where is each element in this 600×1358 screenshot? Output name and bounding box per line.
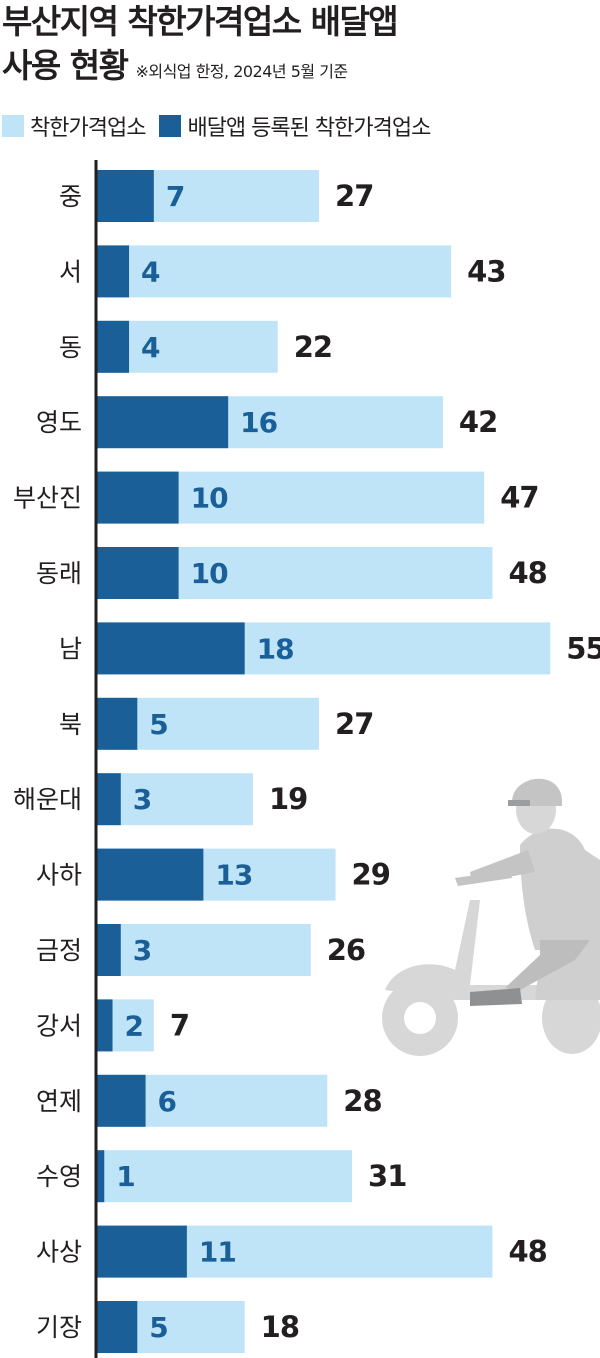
data-label-total: 22 — [294, 330, 332, 364]
category-label: 남 — [59, 634, 82, 663]
bar-registered — [96, 999, 113, 1052]
bar-registered — [96, 170, 154, 222]
bar-registered — [96, 622, 245, 675]
data-label-registered: 2 — [125, 1009, 143, 1042]
bar-registered — [96, 547, 179, 599]
data-label-registered: 1 — [116, 1160, 134, 1193]
data-label-registered: 18 — [257, 632, 294, 665]
category-label: 사하 — [36, 861, 82, 890]
data-label-total: 43 — [467, 254, 505, 288]
title-line-1: 부산지역 착한가격업소 배달앱 — [2, 2, 399, 41]
data-label-registered: 4 — [141, 255, 160, 288]
scooter-rider-illustration — [382, 778, 600, 1056]
data-label-total: 47 — [500, 481, 538, 515]
data-label-registered: 4 — [141, 331, 160, 364]
data-label-total: 19 — [269, 782, 307, 816]
data-label-registered: 7 — [166, 180, 184, 213]
bar-registered — [96, 924, 121, 976]
rider-helmet — [512, 778, 562, 806]
rider-helmet-visor — [508, 800, 530, 806]
rider-torso — [520, 828, 600, 950]
bar-total — [96, 924, 311, 976]
title-line-2: 사용 현황 ※외식업 한정, 2024년 5월 기준 — [2, 44, 598, 94]
scooter-rear-wheel — [542, 982, 600, 1054]
category-label: 동래 — [36, 559, 82, 588]
title-note: ※외식업 한정, 2024년 5월 기준 — [135, 62, 348, 81]
legend-label-registered: 배달앱 등록된 착한가격업소 — [187, 116, 431, 141]
data-label-total: 29 — [352, 858, 390, 892]
bar-registered — [96, 320, 130, 373]
bar-total — [96, 1150, 353, 1203]
category-label: 수영 — [36, 1162, 82, 1191]
data-label-registered: 11 — [199, 1236, 236, 1269]
data-label-total: 18 — [261, 1310, 299, 1344]
legend-item-total: 착한가격업소 — [2, 110, 146, 142]
data-label-registered: 3 — [133, 934, 151, 967]
rider-shoe — [470, 988, 522, 1006]
category-label: 부산진 — [13, 484, 82, 513]
bar-registered — [96, 773, 121, 826]
category-label: 서 — [59, 257, 82, 286]
category-label: 북 — [59, 710, 82, 739]
legend-label-total: 착한가격업소 — [30, 116, 146, 141]
category-label: 동 — [59, 333, 82, 362]
data-label-total: 28 — [343, 1084, 381, 1118]
data-label-registered: 16 — [240, 406, 277, 439]
bar-total — [96, 245, 452, 298]
legend: 착한가격업소 배달앱 등록된 착한가격업소 — [2, 108, 600, 144]
data-label-registered: 13 — [215, 859, 252, 892]
category-label: 강서 — [36, 1011, 82, 1040]
data-label-total: 26 — [327, 933, 365, 967]
data-label-total: 55 — [566, 631, 600, 665]
data-label-total: 42 — [459, 405, 497, 439]
scooter-body — [385, 900, 600, 1000]
bar-registered — [96, 245, 130, 298]
legend-swatch-total — [2, 115, 24, 137]
data-label-total: 48 — [508, 1235, 546, 1269]
bar-registered — [96, 1301, 138, 1353]
rider-leg — [505, 940, 590, 990]
legend-swatch-registered — [159, 115, 182, 137]
data-label-total: 27 — [335, 707, 373, 741]
rider-arm — [470, 850, 535, 884]
title-line-2-text: 사용 현황 — [2, 46, 129, 85]
bar-registered — [96, 1150, 105, 1203]
data-label-registered: 5 — [149, 708, 167, 741]
data-label-registered: 10 — [191, 482, 228, 515]
scooter-front-wheel-hub — [404, 1002, 436, 1034]
data-label-total: 7 — [170, 1008, 189, 1042]
category-label: 중 — [59, 182, 82, 211]
data-label-total: 48 — [508, 556, 546, 590]
bar-registered — [96, 396, 229, 449]
data-label-registered: 6 — [158, 1085, 176, 1118]
data-label-registered: 10 — [191, 557, 228, 590]
bar-registered — [96, 471, 179, 524]
bar-registered — [96, 697, 138, 750]
data-label-registered: 5 — [149, 1311, 167, 1344]
category-label: 기장 — [36, 1313, 82, 1342]
data-label-registered: 3 — [133, 783, 151, 816]
data-label-total: 27 — [335, 179, 373, 213]
category-label: 금정 — [36, 936, 82, 965]
category-label: 해운대 — [13, 785, 82, 814]
data-label-total: 31 — [368, 1159, 406, 1193]
bar-total — [96, 773, 253, 826]
legend-item-registered: 배달앱 등록된 착한가격업소 — [159, 110, 431, 142]
bar-registered — [96, 1074, 146, 1127]
category-label: 사상 — [36, 1238, 82, 1267]
chart-title: 부산지역 착한가격업소 배달앱 사용 현황 ※외식업 한정, 2024년 5월 기… — [2, 0, 598, 94]
bar-registered — [96, 1225, 187, 1278]
bar-registered — [96, 848, 204, 901]
category-label: 연제 — [36, 1087, 82, 1116]
category-label: 영도 — [36, 408, 82, 437]
